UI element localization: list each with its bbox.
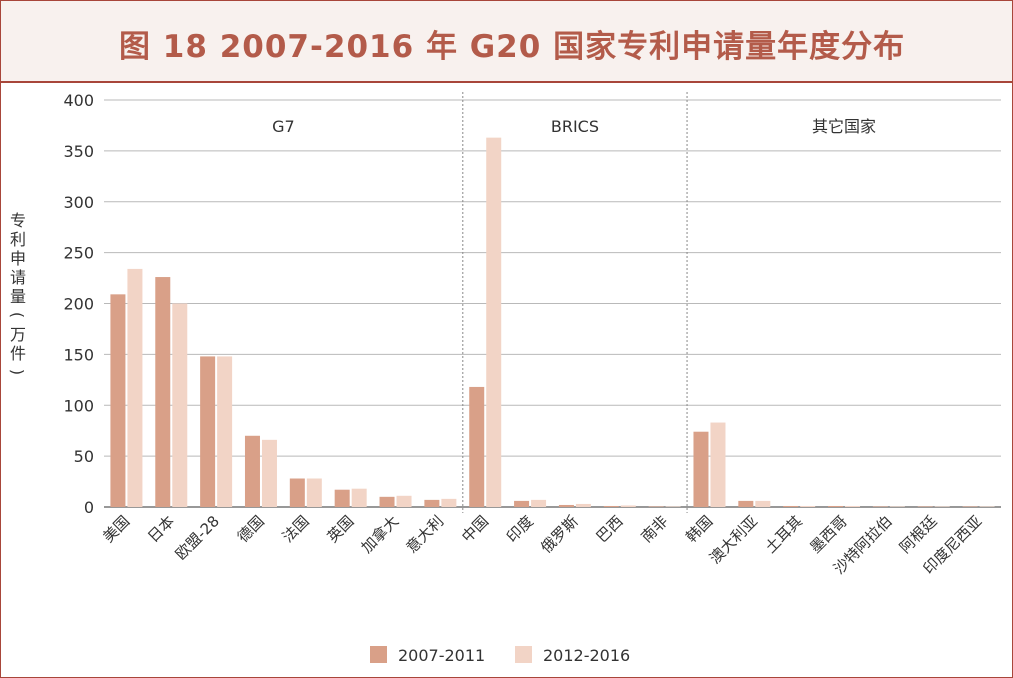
bar-1-16: [845, 505, 861, 507]
y-tick-label: 0: [84, 498, 94, 517]
bar-0-0: [110, 294, 126, 507]
bar-1-3: [261, 439, 277, 507]
y-tick-label: 400: [63, 91, 94, 110]
y-axis-label-char: 万: [10, 325, 26, 344]
bar-0-14: [738, 500, 754, 507]
y-tick-label: 350: [63, 142, 94, 161]
bar-0-2: [200, 356, 216, 507]
bar-0-5: [334, 489, 350, 507]
group-label: G7: [272, 117, 295, 136]
bar-0-4: [289, 478, 305, 507]
category-label: 英国: [324, 512, 358, 546]
bar-0-13: [693, 431, 709, 507]
bar-0-7: [424, 499, 440, 507]
bar-1-19: [979, 506, 995, 507]
category-label: 巴西: [593, 512, 627, 546]
category-label: 美国: [99, 512, 133, 546]
category-label: 韩国: [682, 512, 716, 546]
bar-0-6: [379, 496, 395, 507]
y-axis-label-char: 利: [10, 230, 26, 249]
y-tick-label: 200: [63, 295, 94, 314]
y-tick-label: 300: [63, 193, 94, 212]
legend-label: 2007-2011: [398, 646, 485, 665]
y-tick-label: 100: [63, 396, 94, 415]
bar-0-10: [558, 504, 574, 507]
bar-1-15: [800, 505, 816, 507]
legend-swatch: [370, 646, 387, 663]
y-tick-label: 250: [63, 244, 94, 263]
bar-0-8: [469, 386, 485, 507]
y-axis-label-char: (: [8, 312, 27, 318]
y-axis-label-char: ): [8, 369, 27, 375]
bar-1-18: [934, 506, 950, 507]
bar-0-18: [917, 506, 933, 507]
bar-1-10: [575, 503, 591, 507]
category-label: 印度: [503, 512, 537, 546]
category-label: 土耳其: [761, 512, 806, 557]
title-bar: 图 18 2007-2016 年 G20 国家专利申请量年度分布: [1, 1, 1012, 83]
category-label: 日本: [144, 512, 178, 546]
bar-1-5: [351, 488, 367, 507]
bar-1-14: [755, 500, 771, 507]
bar-0-11: [603, 505, 619, 507]
bar-1-17: [889, 506, 905, 507]
bar-1-9: [531, 499, 547, 507]
bar-0-15: [783, 505, 799, 507]
y-tick-label: 50: [74, 447, 94, 466]
bar-0-19: [962, 506, 978, 507]
bar-0-9: [514, 500, 530, 507]
y-tick-label: 150: [63, 345, 94, 364]
chart-title: 图 18 2007-2016 年 G20 国家专利申请量年度分布: [119, 29, 906, 65]
bar-1-13: [710, 422, 726, 507]
y-axis-label-char: 专: [10, 211, 26, 230]
y-axis-label-char: 申: [10, 249, 26, 268]
group-label: 其它国家: [812, 117, 876, 136]
category-label: 法国: [279, 512, 313, 546]
category-label: 中国: [458, 512, 492, 546]
bar-0-1: [155, 277, 171, 507]
bar-1-6: [396, 495, 412, 507]
y-axis-label-char: 量: [10, 287, 26, 306]
bar-1-1: [172, 303, 188, 507]
category-label: 南非: [638, 512, 672, 546]
bar-1-11: [620, 505, 636, 507]
y-axis-label-char: 件: [10, 344, 26, 363]
legend-label: 2012-2016: [543, 646, 630, 665]
category-label: 加拿大: [358, 512, 403, 557]
category-label: 意大利: [403, 512, 448, 557]
bar-0-16: [828, 505, 844, 507]
bar-0-17: [872, 506, 888, 507]
y-axis-label-char: 请: [10, 268, 26, 287]
bar-1-8: [486, 137, 502, 507]
category-label: 德国: [234, 512, 268, 546]
bar-1-7: [441, 498, 457, 507]
bar-1-2: [217, 356, 233, 507]
bar-0-12: [648, 506, 664, 507]
legend-swatch: [515, 646, 532, 663]
bar-1-12: [665, 506, 681, 507]
bar-1-4: [306, 478, 322, 507]
bar-1-0: [127, 268, 143, 507]
bar-0-3: [244, 435, 260, 507]
category-label: 欧盟-28: [172, 512, 223, 563]
group-label: BRICS: [551, 117, 599, 136]
category-label: 俄罗斯: [537, 512, 582, 557]
category-label: 澳大利亚: [706, 512, 761, 567]
